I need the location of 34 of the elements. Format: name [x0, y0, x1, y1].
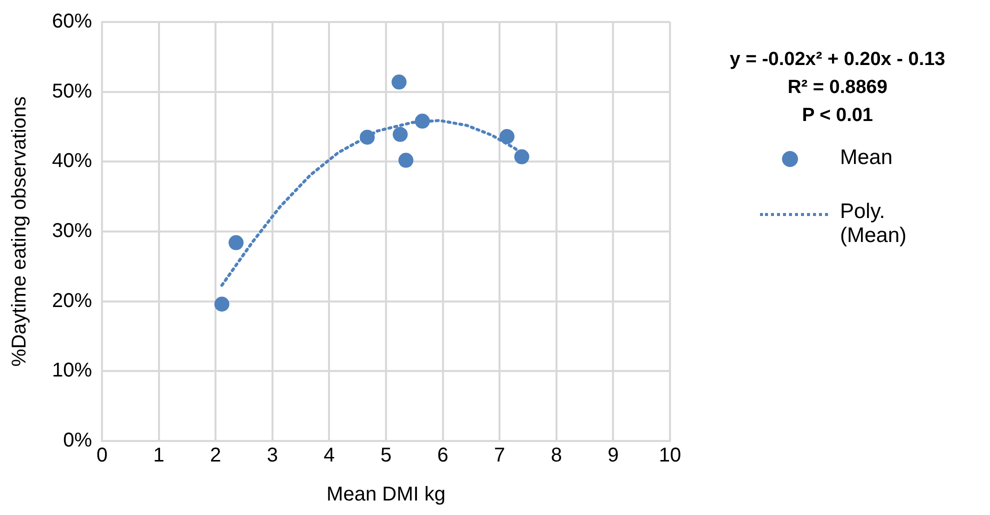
legend-label: Mean: [840, 146, 894, 170]
x-tick-label: 7: [494, 444, 506, 467]
x-tick-label: 0: [96, 444, 108, 467]
x-tick-label: 9: [608, 444, 619, 467]
point: [514, 149, 530, 164]
legend-label: Poly. (Mean): [840, 200, 908, 248]
y-tick-label: 30%: [52, 220, 92, 242]
point: [214, 296, 230, 312]
x-tick-label: 4: [324, 444, 335, 467]
point: [392, 126, 408, 142]
x-tick-label: 1: [153, 444, 164, 467]
point: [228, 235, 244, 250]
x-axis-title: Mean DMI kg: [326, 484, 446, 506]
text: R² = 0.8869: [786, 76, 888, 100]
point: [499, 129, 514, 144]
point: [360, 130, 375, 145]
x-tick-label: 5: [380, 444, 392, 467]
point: [392, 74, 407, 90]
x-tick-label: 8: [550, 444, 562, 467]
point: [414, 114, 430, 129]
x-tick-label: 6: [437, 444, 448, 467]
y-tick-label: 10%: [52, 360, 92, 382]
text: P < 0.01: [801, 104, 874, 128]
y-tick-label: 40%: [52, 150, 92, 172]
text: y = -0.02x² + 0.20x - 0.13: [728, 48, 946, 72]
y-tick-label: 20%: [52, 290, 92, 312]
x-tick-label: 2: [210, 444, 222, 467]
x-tick-label: 10: [658, 444, 682, 467]
x-tick-label: 3: [266, 444, 278, 467]
point: [398, 152, 414, 168]
y-axis-title: %Daytime eating observations: [8, 96, 31, 367]
y-tick-label: 60%: [52, 10, 92, 33]
y-tick-label: 50%: [52, 80, 92, 102]
y-tick-label: 0%: [63, 430, 92, 452]
